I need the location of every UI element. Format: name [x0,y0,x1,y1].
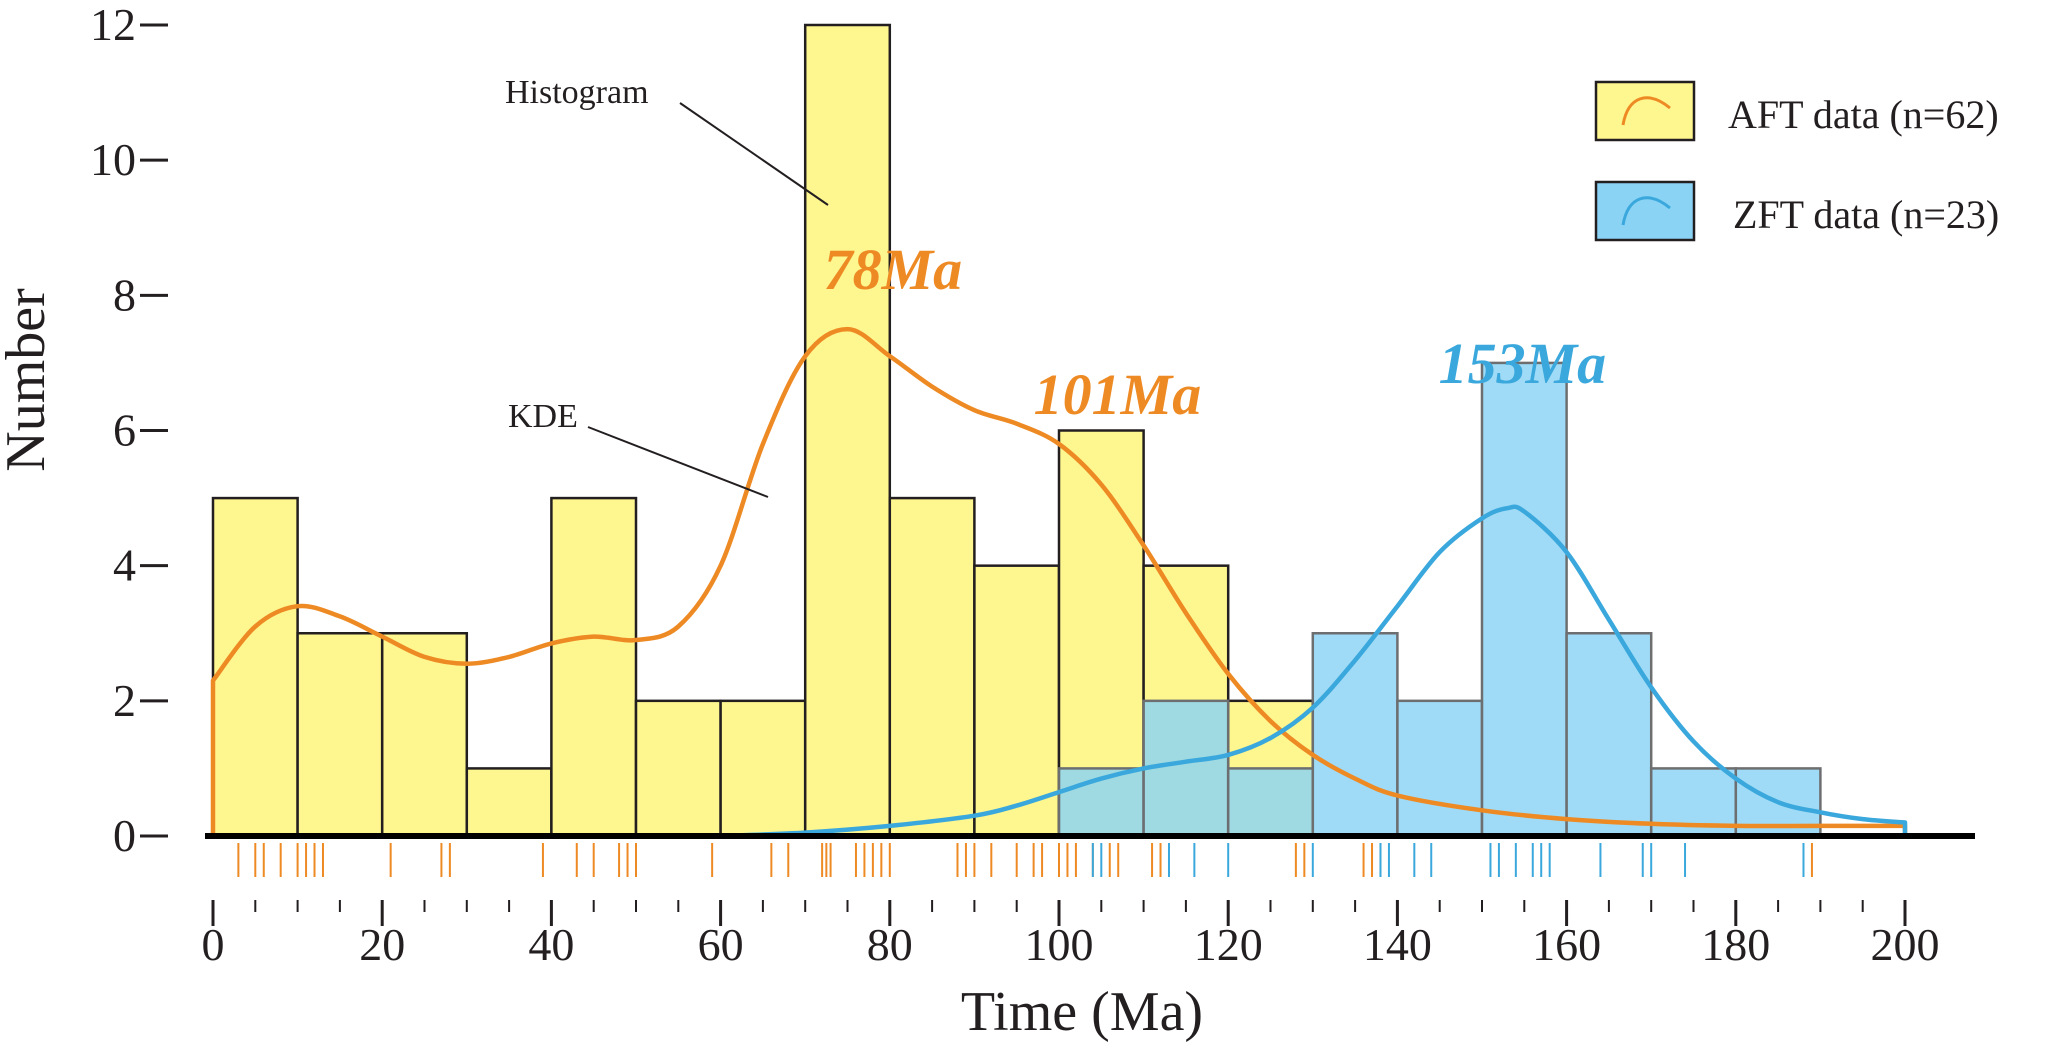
aft-bar [803,23,892,838]
x-tick-label: 80 [867,919,913,970]
aft-bar [550,496,638,838]
kde-callout-leader [587,426,769,498]
zft-bar [1226,767,1315,838]
rug-marks [237,843,1813,877]
peak-label: 153Ma [1439,331,1607,396]
x-tick-label: 200 [1871,919,1940,970]
aft-bar [465,767,553,838]
x-tick-label: 180 [1701,919,1770,970]
y-tick-label: 2 [113,675,136,726]
histogram-callout-label: Histogram [505,74,649,111]
aft-bar [634,699,722,838]
legend-label-aft: AFT data (n=62) [1728,92,1999,137]
legend-label-zft: ZFT data (n=23) [1733,192,1999,237]
zft-bar [1565,632,1653,838]
legend: AFT data (n=62) ZFT data (n=23) [1594,80,1999,242]
zft-bar [1480,361,1568,838]
y-tick-label: 6 [113,405,136,456]
x-tick-label: 140 [1363,919,1432,970]
peak-label: 78Ma [824,237,963,302]
y-axis-title: Number [0,288,57,472]
peak-labels: 78Ma 101Ma 153Ma [824,237,1607,427]
x-tick-label: 160 [1532,919,1601,970]
x-tick-label: 20 [359,919,405,970]
aft-bar [973,564,1061,838]
aft-bar [719,699,807,838]
zft-bar [1396,699,1484,838]
legend-item-aft: AFT data (n=62) [1594,80,1999,142]
aft-bar [888,496,976,838]
x-tick-label: 120 [1194,919,1263,970]
x-tick-label: 60 [698,919,744,970]
y-tick-label: 12 [90,0,136,50]
callouts: Histogram KDE [505,74,829,498]
x-tick-label: 100 [1025,919,1094,970]
x-axis-title: Time (Ma) [961,981,1203,1043]
y-tick-label: 8 [113,269,136,320]
legend-swatch-aft [1594,80,1696,142]
histogram-callout-leader [679,102,829,206]
zft-kde-curve [720,504,1908,839]
zft-bar [1311,632,1399,838]
legend-item-zft: ZFT data (n=23) [1594,180,1999,242]
peak-label: 101Ma [1034,362,1202,427]
y-tick-label: 10 [90,134,136,185]
kde-curves [210,326,1908,839]
kde-callout-label: KDE [508,398,578,435]
curve-icon [1621,96,1671,126]
aft-bar [211,496,299,838]
x-tick-label: 40 [528,919,574,970]
y-tick-label: 4 [113,540,136,591]
aft-kde-curve [210,326,1908,836]
x-tick-label: 0 [202,919,225,970]
aft-bar [296,632,384,838]
legend-swatch-zft [1594,180,1696,242]
aft-bar [380,632,469,838]
curve-icon [1621,196,1671,226]
y-tick-label: 0 [113,810,136,861]
